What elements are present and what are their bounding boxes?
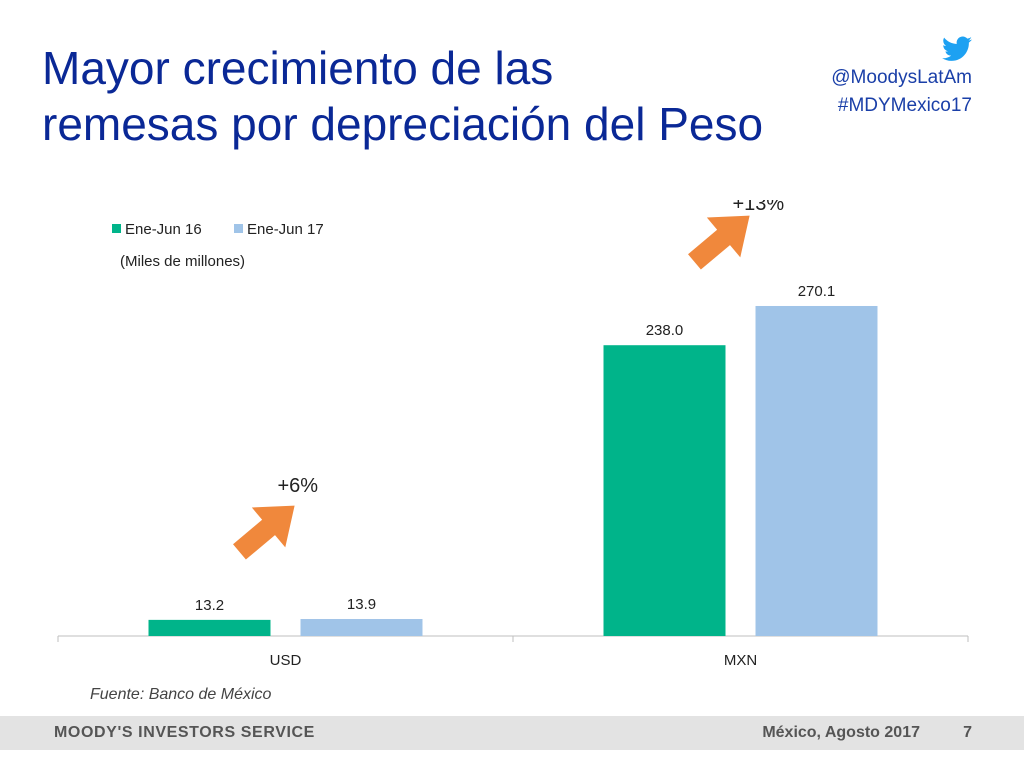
social-block: @MoodysLatAm #MDYMexico17 <box>831 36 972 120</box>
title-line-2: remesas por depreciación del Peso <box>42 98 764 150</box>
units-note: (Miles de millones) <box>120 253 245 270</box>
social-hashtag[interactable]: #MDYMexico17 <box>837 95 972 116</box>
title-line-1: Mayor crecimiento de las <box>42 42 554 94</box>
source-note: Fuente: Banco de México <box>90 686 272 703</box>
footer-brand: MOODY'S INVESTORS SERVICE <box>54 724 315 741</box>
data-label: 270.1 <box>798 283 836 300</box>
arrow-up-right-icon <box>233 505 295 560</box>
bar-usd-series-2 <box>300 619 423 636</box>
remittance-bar-chart: 13.2 13.9 USD 238.0 270.1 MXN Ene-Jun 16 Ene-Ju… <box>57 200 969 669</box>
x-tick-label: USD <box>270 652 302 669</box>
growth-annotation: +13% <box>733 200 785 215</box>
legend-swatch <box>234 224 243 233</box>
data-label: 13.2 <box>195 597 224 614</box>
social-handle[interactable]: @MoodysLatAm <box>831 67 972 88</box>
bar-mxn-series-1 <box>603 345 726 636</box>
footer-place-date: México, Agosto 2017 <box>762 724 920 741</box>
legend-label: Ene-Jun 17 <box>247 221 324 238</box>
bar-usd-series-1 <box>148 619 271 636</box>
legend-label: Ene-Jun 16 <box>125 221 202 238</box>
arrow-up-right-icon <box>688 215 750 270</box>
twitter-bird-icon <box>942 36 972 61</box>
slide-title: Mayor crecimiento de las remesas por dep… <box>42 40 842 152</box>
x-tick-label: MXN <box>724 652 757 669</box>
page-number: 7 <box>963 724 972 741</box>
growth-annotation: +6% <box>278 475 319 497</box>
data-label: 13.9 <box>347 596 376 613</box>
bar-mxn-series-2 <box>755 305 878 636</box>
footer-bar: MOODY'S INVESTORS SERVICE México, Agosto… <box>0 716 1024 750</box>
data-label: 238.0 <box>646 322 684 339</box>
legend-swatch <box>112 224 121 233</box>
